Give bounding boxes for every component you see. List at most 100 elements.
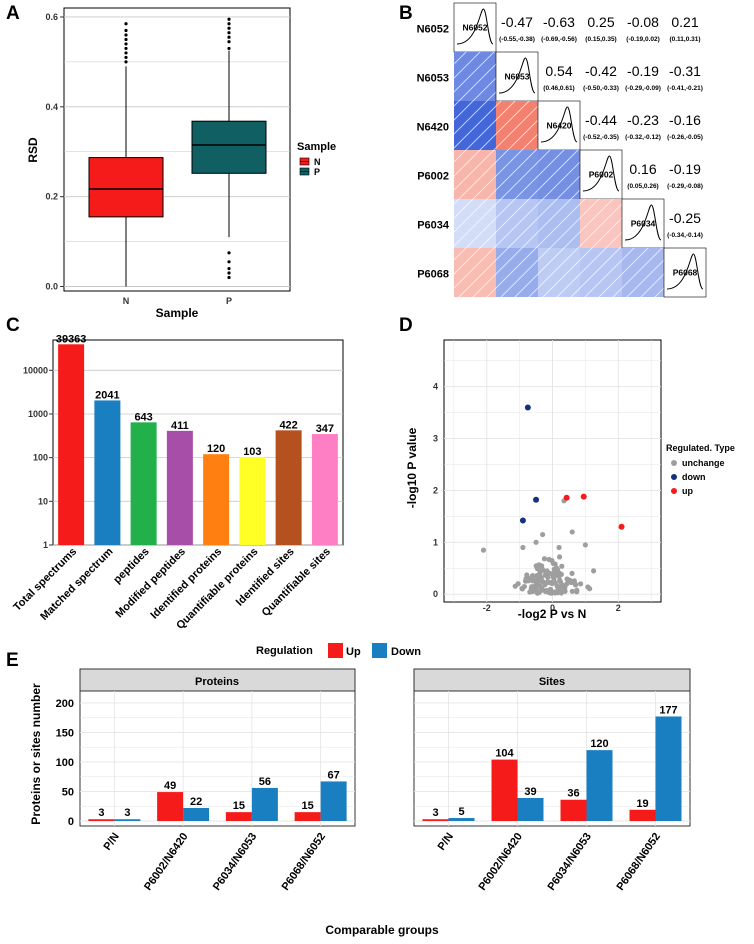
c-bar bbox=[239, 457, 266, 545]
b-density-curve bbox=[582, 155, 620, 192]
a-outlier bbox=[227, 26, 231, 30]
c-bar bbox=[203, 454, 230, 545]
a-outlier bbox=[227, 31, 231, 35]
e-xtick: P/N bbox=[101, 831, 121, 853]
c-bar bbox=[311, 434, 338, 545]
a-ytick: 0.6 bbox=[45, 12, 58, 22]
d-point-unchange bbox=[512, 583, 518, 589]
e-legend-swatch-up bbox=[328, 643, 343, 658]
b-corr-value: -0.16 bbox=[669, 112, 701, 128]
a-box-p bbox=[191, 120, 267, 174]
e-bar-value: 3 bbox=[98, 807, 104, 819]
e-xtick: P/N bbox=[436, 831, 456, 853]
c-ytick: 10000 bbox=[23, 365, 48, 375]
d-legend-dot-down bbox=[671, 474, 677, 480]
e-xtick: P6002/N6420 bbox=[142, 831, 190, 893]
e-bar-value: 15 bbox=[233, 800, 245, 812]
d-point-unchange bbox=[520, 544, 526, 551]
b-corr-ci: (-0.29,-0.09) bbox=[625, 85, 661, 92]
b-corr-hatch bbox=[454, 150, 496, 199]
b-corr-value: -0.31 bbox=[669, 63, 701, 79]
c-bar-value: 103 bbox=[243, 446, 261, 458]
a-outlier bbox=[124, 37, 128, 42]
d-ylabel: -log10 P value bbox=[405, 427, 419, 508]
d-xlabel: -log2 P vs N bbox=[518, 607, 586, 621]
a-xtick-n: N bbox=[123, 296, 130, 306]
panel-c-label: C bbox=[6, 315, 20, 336]
e-bar-value: 104 bbox=[495, 748, 514, 760]
e-bar-value: 67 bbox=[328, 769, 340, 781]
panel-e-label: E bbox=[6, 650, 19, 671]
d-xtick: -2 bbox=[483, 603, 491, 613]
b-diag-label: P6068 bbox=[673, 268, 698, 278]
e-ytick: 150 bbox=[56, 727, 74, 739]
c-ytick: 100 bbox=[33, 453, 48, 463]
b-corr-hatch bbox=[496, 248, 538, 297]
d-point-unchange bbox=[552, 580, 558, 586]
d-point-unchange bbox=[537, 576, 543, 582]
e-xtick: P6034/N6053 bbox=[546, 831, 594, 893]
d-point-unchange bbox=[527, 589, 533, 595]
b-corr-ci: (0.11,0.31) bbox=[669, 36, 700, 43]
c-xtick: Quantifiable sites bbox=[260, 546, 333, 619]
e-bar-up bbox=[491, 759, 518, 821]
b-corr-hatch bbox=[580, 248, 622, 297]
c-bar-value: 39363 bbox=[56, 333, 87, 345]
b-density-curve bbox=[666, 253, 704, 290]
d-point-unchange bbox=[569, 588, 575, 594]
e-legend-down: Down bbox=[391, 646, 421, 658]
e-bar-down bbox=[586, 750, 613, 821]
c-bar-value: 347 bbox=[316, 423, 334, 435]
b-diag-label: N6420 bbox=[546, 121, 571, 131]
e-bar-up bbox=[88, 819, 115, 821]
d-point-unchange bbox=[569, 529, 575, 535]
d-point-unchange bbox=[480, 547, 487, 553]
c-ytick: 1 bbox=[43, 540, 48, 550]
d-legend-dot-unchange bbox=[671, 460, 677, 466]
b-corr-value: -0.42 bbox=[585, 63, 617, 79]
e-facet-sites-title: Sites bbox=[539, 676, 565, 688]
b-corr-hatch bbox=[496, 101, 538, 150]
d-legend-title: Regulated. Type bbox=[666, 443, 735, 453]
e-bar-value: 36 bbox=[567, 788, 579, 800]
b-corr-hatch bbox=[580, 199, 622, 248]
b-corr-value: 0.25 bbox=[587, 14, 614, 30]
e-bar-value: 39 bbox=[524, 786, 536, 798]
e-bar-down bbox=[655, 716, 682, 821]
d-legend-down: down bbox=[682, 472, 706, 482]
d-legend-dot-up bbox=[671, 488, 677, 494]
b-corr-value: -0.25 bbox=[669, 210, 701, 226]
d-point-unchange bbox=[574, 587, 580, 593]
e-xtick: P6068/N6052 bbox=[615, 831, 663, 893]
d-point-unchange bbox=[544, 579, 550, 585]
b-corr-hatch bbox=[454, 52, 496, 101]
d-point-unchange bbox=[564, 576, 570, 582]
e-bar-down bbox=[517, 797, 544, 821]
d-point-unchange bbox=[553, 565, 560, 571]
a-outlier bbox=[227, 271, 231, 275]
e-bar-value: 120 bbox=[590, 738, 608, 750]
d-legend-up: up bbox=[682, 486, 693, 496]
a-outlier bbox=[227, 266, 231, 271]
e-ylabel: Proteins or sites number bbox=[29, 683, 43, 825]
e-bar-value: 56 bbox=[259, 776, 271, 788]
b-corr-value: 0.16 bbox=[629, 161, 656, 177]
d-ytick: 1 bbox=[433, 537, 438, 547]
panel-c-barchart: 1 10 100 1000 10000 39363 2041 643 411 120 103 422… bbox=[11, 333, 344, 632]
a-outlier bbox=[227, 22, 231, 26]
b-corr-value: 0.54 bbox=[545, 63, 572, 79]
e-facet-proteins-title: Proteins bbox=[195, 676, 239, 688]
d-point-unchange bbox=[578, 581, 584, 587]
d-point-unchange bbox=[540, 531, 546, 538]
e-bar-up bbox=[422, 819, 449, 821]
a-ytick: 0.4 bbox=[45, 102, 58, 112]
b-corr-value: -0.44 bbox=[585, 112, 617, 128]
b-corr-value: 0.21 bbox=[671, 14, 698, 30]
d-point-up bbox=[580, 493, 587, 500]
c-bar bbox=[166, 430, 193, 545]
c-bar bbox=[130, 422, 157, 545]
e-bar-value: 3 bbox=[432, 807, 438, 819]
b-corr-ci: (-0.41,-0.21) bbox=[667, 85, 703, 92]
e-bar-down bbox=[448, 818, 475, 821]
